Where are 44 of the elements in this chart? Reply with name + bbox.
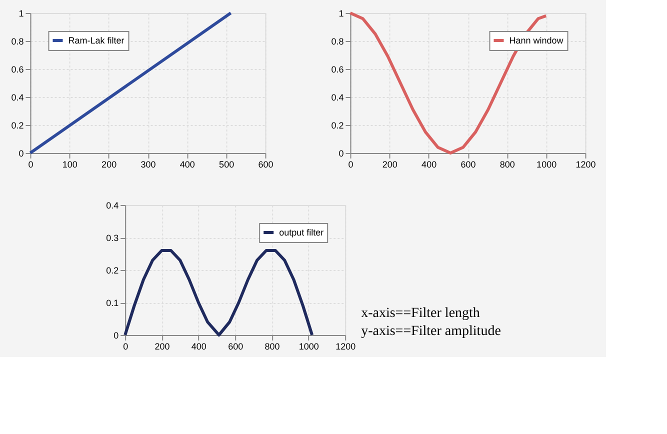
legend-label: output filter xyxy=(279,228,324,238)
x-tick-label: 100 xyxy=(62,160,78,170)
x-tick-label: 1000 xyxy=(536,160,557,170)
x-tick-label: 600 xyxy=(258,160,274,170)
x-tick-label: 800 xyxy=(264,342,280,352)
legend-label: Hann window xyxy=(509,36,564,46)
y-tick-label: 0 xyxy=(114,330,119,340)
y-tick-label: 0.4 xyxy=(106,200,119,210)
x-tick-label: 1000 xyxy=(298,342,319,352)
x-tick-label: 1200 xyxy=(576,160,596,170)
y-tick-label: 0.2 xyxy=(106,266,119,276)
x-tick-label: 1200 xyxy=(336,342,356,352)
x-tick-label: 200 xyxy=(154,342,170,352)
y-tick-label: 0.8 xyxy=(331,36,344,46)
y-tick-label: 0 xyxy=(18,148,24,158)
legend-label: Ram-Lak filter xyxy=(68,36,124,46)
x-tick-label: 400 xyxy=(191,342,206,352)
x-tick-label: 600 xyxy=(228,342,244,352)
x-tick-label: 0 xyxy=(123,342,128,352)
x-tick-label: 600 xyxy=(460,160,476,170)
x-tick-label: 0 xyxy=(348,160,354,170)
x-tick-label: 200 xyxy=(102,160,117,170)
y-tick-label: 1 xyxy=(338,8,344,18)
x-tick-label: 400 xyxy=(422,160,437,170)
y-tick-label: 0 xyxy=(338,148,344,158)
x-tick-label: 200 xyxy=(382,160,398,170)
y-tick-label: 0.4 xyxy=(11,92,24,102)
y-tick-label: 0.4 xyxy=(331,92,344,102)
y-tick-label: 0.3 xyxy=(106,233,119,243)
y-tick-label: 0.1 xyxy=(106,298,119,308)
x-tick-label: 0 xyxy=(28,160,34,170)
x-tick-label: 400 xyxy=(180,160,195,170)
x-tick-label: 500 xyxy=(219,160,234,170)
y-tick-label: 1 xyxy=(18,8,24,18)
line-series xyxy=(124,249,314,336)
y-tick-label: 0.6 xyxy=(11,64,24,74)
text: y-axis==Filter amplitude xyxy=(361,324,501,339)
x-tick-label: 300 xyxy=(140,160,156,170)
y-tick-label: 0.2 xyxy=(11,120,24,130)
text: x-axis==Filter length xyxy=(361,306,480,321)
y-tick-label: 0.6 xyxy=(331,64,344,74)
x-tick-label: 800 xyxy=(500,160,515,170)
y-tick-label: 0.8 xyxy=(11,36,24,46)
y-tick-label: 0.2 xyxy=(331,120,344,130)
